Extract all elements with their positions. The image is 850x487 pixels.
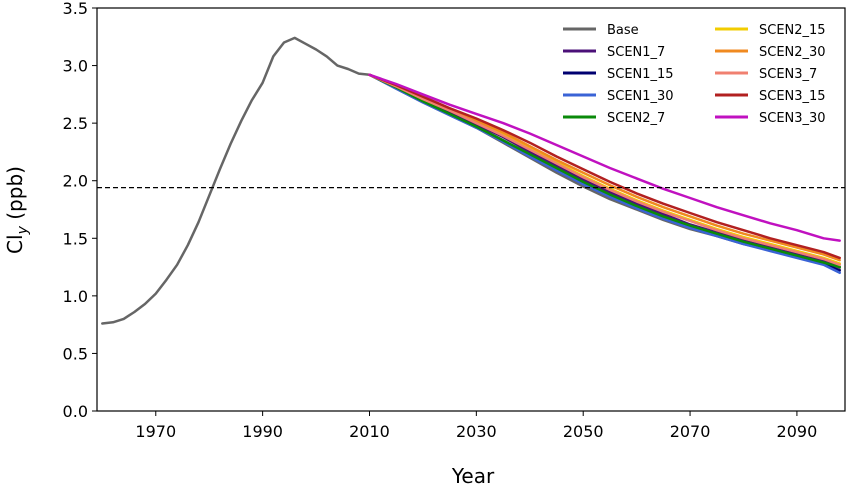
legend-label-scen1_15: SCEN1_15 bbox=[607, 67, 674, 82]
legend-label-scen1_30: SCEN1_30 bbox=[607, 89, 674, 104]
legend-label-scen3_30: SCEN3_30 bbox=[759, 111, 826, 126]
y-axis-title: Cly (ppb) bbox=[3, 166, 31, 254]
legend-label-scen1_7: SCEN1_7 bbox=[607, 45, 665, 60]
x-axis: 1970 1990 2010 2030 2050 2070 2090 bbox=[135, 411, 817, 441]
legend-label-scen3_7: SCEN3_7 bbox=[759, 67, 817, 82]
x-tick-label: 2030 bbox=[456, 422, 497, 441]
x-tick-label: 2090 bbox=[777, 422, 818, 441]
legend-label-scen2_7: SCEN2_7 bbox=[607, 111, 665, 126]
y-tick-label: 1.0 bbox=[63, 287, 88, 306]
legend-label-scen3_15: SCEN3_15 bbox=[759, 89, 826, 104]
series-layer bbox=[101, 36, 841, 325]
x-axis-title: Year bbox=[451, 464, 495, 487]
legend: Base SCEN1_7 SCEN1_15 SCEN1_30 SCEN2_7 SCEN2_… bbox=[563, 23, 826, 126]
y-axis-title-subscript: y bbox=[15, 225, 31, 235]
y-axis-title-unit: (ppb) bbox=[3, 166, 27, 226]
x-tick-label: 2070 bbox=[670, 422, 711, 441]
x-tick-label: 1970 bbox=[135, 422, 176, 441]
y-tick-label: 0.0 bbox=[63, 402, 88, 421]
plot-area bbox=[97, 8, 845, 411]
y-tick-label: 2.0 bbox=[63, 172, 88, 191]
y-tick-label: 2.5 bbox=[63, 114, 88, 133]
series-line-scen3_15 bbox=[368, 73, 841, 260]
y-tick-label: 3.0 bbox=[63, 57, 88, 76]
legend-label-scen2_30: SCEN2_30 bbox=[759, 45, 826, 60]
y-axis: 0.0 0.5 1.0 1.5 2.0 2.5 3.0 3.5 bbox=[63, 0, 97, 421]
legend-label-base: Base bbox=[607, 23, 639, 38]
y-tick-label: 3.5 bbox=[63, 0, 88, 18]
series-line-scen3_30 bbox=[368, 73, 841, 242]
plot-frame bbox=[96, 7, 846, 412]
legend-label-scen2_15: SCEN2_15 bbox=[759, 23, 826, 38]
series-line-scen3_7 bbox=[368, 73, 841, 267]
x-tick-label: 2010 bbox=[349, 422, 390, 441]
y-tick-label: 1.5 bbox=[63, 229, 88, 248]
series-line-scen2_7 bbox=[368, 73, 841, 269]
x-tick-label: 2050 bbox=[563, 422, 604, 441]
y-axis-title-main: Cl bbox=[3, 234, 27, 254]
x-tick-label: 1990 bbox=[242, 422, 283, 441]
y-tick-label: 0.5 bbox=[63, 344, 88, 363]
